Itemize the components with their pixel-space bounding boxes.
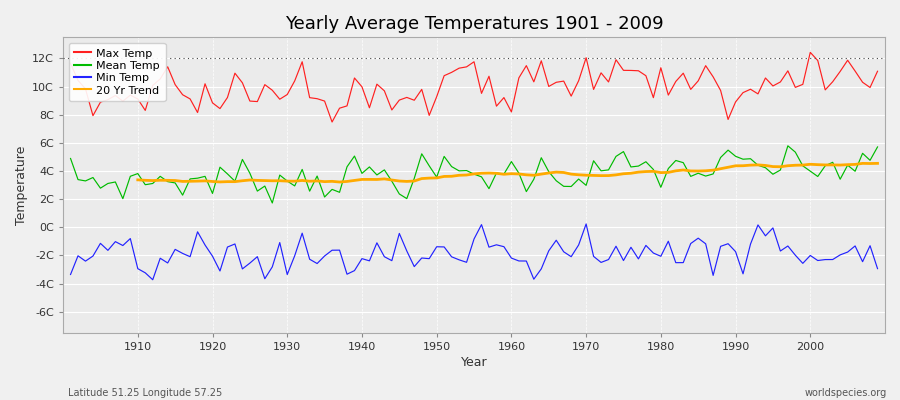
Y-axis label: Temperature: Temperature: [15, 145, 28, 225]
Title: Yearly Average Temperatures 1901 - 2009: Yearly Average Temperatures 1901 - 2009: [284, 15, 663, 33]
Text: worldspecies.org: worldspecies.org: [805, 388, 886, 398]
Legend: Max Temp, Mean Temp, Min Temp, 20 Yr Trend: Max Temp, Mean Temp, Min Temp, 20 Yr Tre…: [68, 43, 166, 101]
X-axis label: Year: Year: [461, 356, 487, 369]
Text: Latitude 51.25 Longitude 57.25: Latitude 51.25 Longitude 57.25: [68, 388, 221, 398]
